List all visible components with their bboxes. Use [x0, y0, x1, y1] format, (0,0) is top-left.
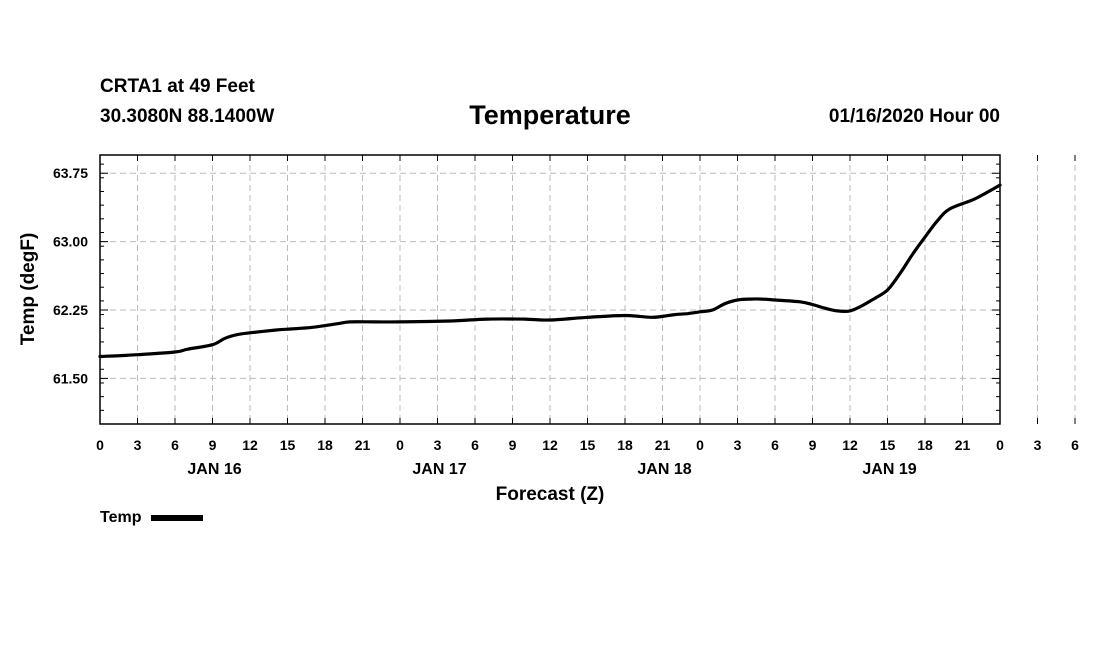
x-tick-label: 3 — [734, 437, 742, 453]
y-tick-label: 61.50 — [53, 370, 88, 386]
grid — [100, 155, 1076, 424]
x-axis-title: Forecast (Z) — [496, 484, 605, 505]
x-day-label: JAN 16 — [187, 461, 241, 478]
x-tick-label: 9 — [209, 437, 217, 453]
series-line-temp — [98, 183, 1002, 359]
x-tick-label: 21 — [655, 437, 671, 453]
y-tick-label: 63.75 — [53, 165, 88, 181]
x-tick-label: 12 — [842, 437, 858, 453]
x-tick-label: 0 — [396, 437, 404, 453]
series-layer — [98, 183, 1002, 359]
x-tick-label: 6 — [471, 437, 479, 453]
x-day-label: JAN 17 — [412, 461, 466, 478]
y-tick-label: 62.25 — [53, 302, 88, 318]
run-time-label: 01/16/2020 Hour 00 — [828, 106, 1000, 127]
chart-title: Temperature — [469, 100, 631, 130]
x-tick-label: 18 — [317, 437, 333, 453]
legend-label: Temp — [100, 509, 142, 526]
x-tick-label: 21 — [355, 437, 371, 453]
plot-frame — [99, 154, 1001, 425]
x-day-label: JAN 19 — [862, 461, 916, 478]
axis-labels: 0369121518210369121518210369121518210369… — [53, 165, 1079, 478]
x-tick-label: 21 — [955, 437, 971, 453]
x-tick-label: 12 — [542, 437, 558, 453]
x-tick-label: 6 — [171, 437, 179, 453]
x-day-label: JAN 18 — [637, 461, 691, 478]
x-tick-label: 15 — [580, 437, 596, 453]
legend-line-swatch — [151, 515, 204, 521]
x-tick-label: 18 — [617, 437, 633, 453]
legend: Temp — [100, 509, 204, 527]
x-tick-label: 0 — [996, 437, 1004, 453]
x-tick-label: 12 — [242, 437, 258, 453]
x-tick-label: 9 — [509, 437, 517, 453]
x-tick-label: 6 — [771, 437, 779, 453]
x-tick-label: 15 — [880, 437, 896, 453]
x-tick-label: 15 — [280, 437, 296, 453]
x-tick-label: 3 — [434, 437, 442, 453]
coordinates-label: 30.3080N 88.1400W — [100, 106, 275, 127]
x-tick-label: 3 — [1034, 437, 1042, 453]
x-tick-label: 3 — [134, 437, 142, 453]
station-label: CRTA1 at 49 Feet — [100, 76, 255, 97]
x-tick-label: 18 — [917, 437, 933, 453]
y-axis-title: Temp (degF) — [18, 233, 39, 346]
x-tick-label: 6 — [1071, 437, 1079, 453]
x-tick-label: 0 — [96, 437, 104, 453]
y-tick-label: 63.00 — [53, 234, 88, 250]
x-tick-label: 9 — [809, 437, 817, 453]
x-tick-label: 0 — [696, 437, 704, 453]
